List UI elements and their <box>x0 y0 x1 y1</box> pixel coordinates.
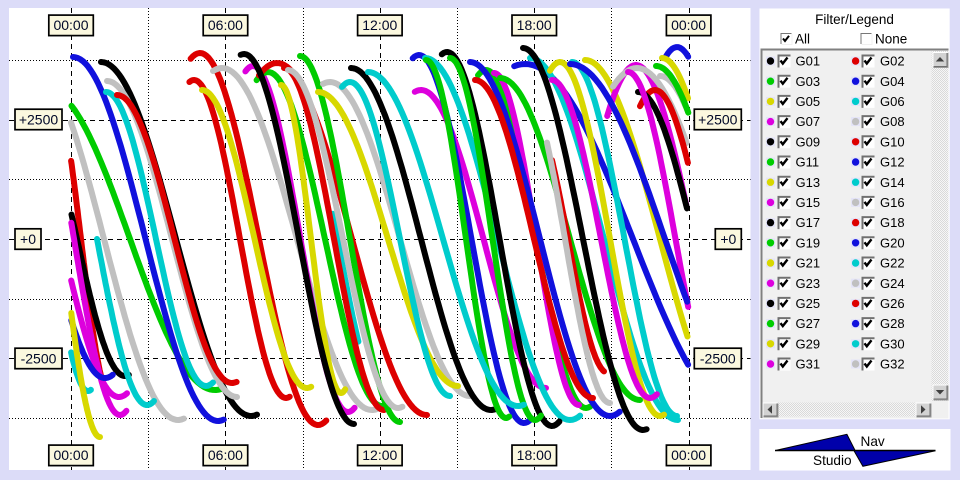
svg-text:+2500: +2500 <box>19 111 59 127</box>
svg-text:G02: G02 <box>880 54 905 69</box>
svg-text:G19: G19 <box>796 235 821 250</box>
svg-text:G24: G24 <box>880 276 905 291</box>
svg-text:18:00: 18:00 <box>517 447 552 463</box>
svg-text:G29: G29 <box>796 336 821 351</box>
svg-text:G05: G05 <box>796 94 821 109</box>
svg-text:G11: G11 <box>796 155 820 170</box>
svg-text:12:00: 12:00 <box>362 17 397 33</box>
svg-text:G01: G01 <box>796 54 821 69</box>
svg-text:G27: G27 <box>796 316 821 331</box>
svg-text:G21: G21 <box>796 256 821 271</box>
svg-text:G04: G04 <box>880 74 905 89</box>
svg-text:G30: G30 <box>880 336 905 351</box>
svg-text:G31: G31 <box>796 357 821 372</box>
svg-text:06:00: 06:00 <box>208 447 243 463</box>
svg-text:G20: G20 <box>880 235 905 250</box>
svg-text:G22: G22 <box>880 256 905 271</box>
svg-text:12:00: 12:00 <box>362 447 397 463</box>
svg-text:G23: G23 <box>796 276 821 291</box>
svg-text:18:00: 18:00 <box>517 17 552 33</box>
svg-text:G25: G25 <box>796 296 821 311</box>
svg-text:+2500: +2500 <box>698 111 738 127</box>
svg-text:G32: G32 <box>880 357 905 372</box>
svg-text:G06: G06 <box>880 94 905 109</box>
svg-text:-2500: -2500 <box>21 350 57 366</box>
svg-text:G03: G03 <box>796 74 821 89</box>
svg-text:00:00: 00:00 <box>53 17 88 33</box>
svg-text:All: All <box>795 32 810 47</box>
svg-text:06:00: 06:00 <box>208 17 243 33</box>
svg-text:00:00: 00:00 <box>671 17 706 33</box>
svg-text:None: None <box>875 32 907 47</box>
svg-text:G07: G07 <box>796 114 821 129</box>
svg-text:+0: +0 <box>720 231 736 247</box>
svg-text:Nav: Nav <box>861 434 885 449</box>
svg-text:G14: G14 <box>880 175 905 190</box>
svg-text:Filter/Legend: Filter/Legend <box>815 12 894 27</box>
svg-text:G09: G09 <box>796 134 821 149</box>
svg-text:Studio: Studio <box>813 453 852 468</box>
svg-text:G08: G08 <box>880 114 905 129</box>
svg-text:G10: G10 <box>880 134 905 149</box>
svg-text:00:00: 00:00 <box>53 447 88 463</box>
svg-text:G17: G17 <box>796 215 821 230</box>
svg-text:-2500: -2500 <box>700 350 736 366</box>
svg-text:G26: G26 <box>880 296 905 311</box>
svg-text:G16: G16 <box>880 195 905 210</box>
svg-text:+0: +0 <box>20 231 36 247</box>
svg-text:G28: G28 <box>880 316 905 331</box>
svg-text:00:00: 00:00 <box>671 447 706 463</box>
svg-text:G15: G15 <box>796 195 821 210</box>
svg-text:G13: G13 <box>796 175 821 190</box>
svg-text:G12: G12 <box>880 155 905 170</box>
svg-text:G18: G18 <box>880 215 905 230</box>
